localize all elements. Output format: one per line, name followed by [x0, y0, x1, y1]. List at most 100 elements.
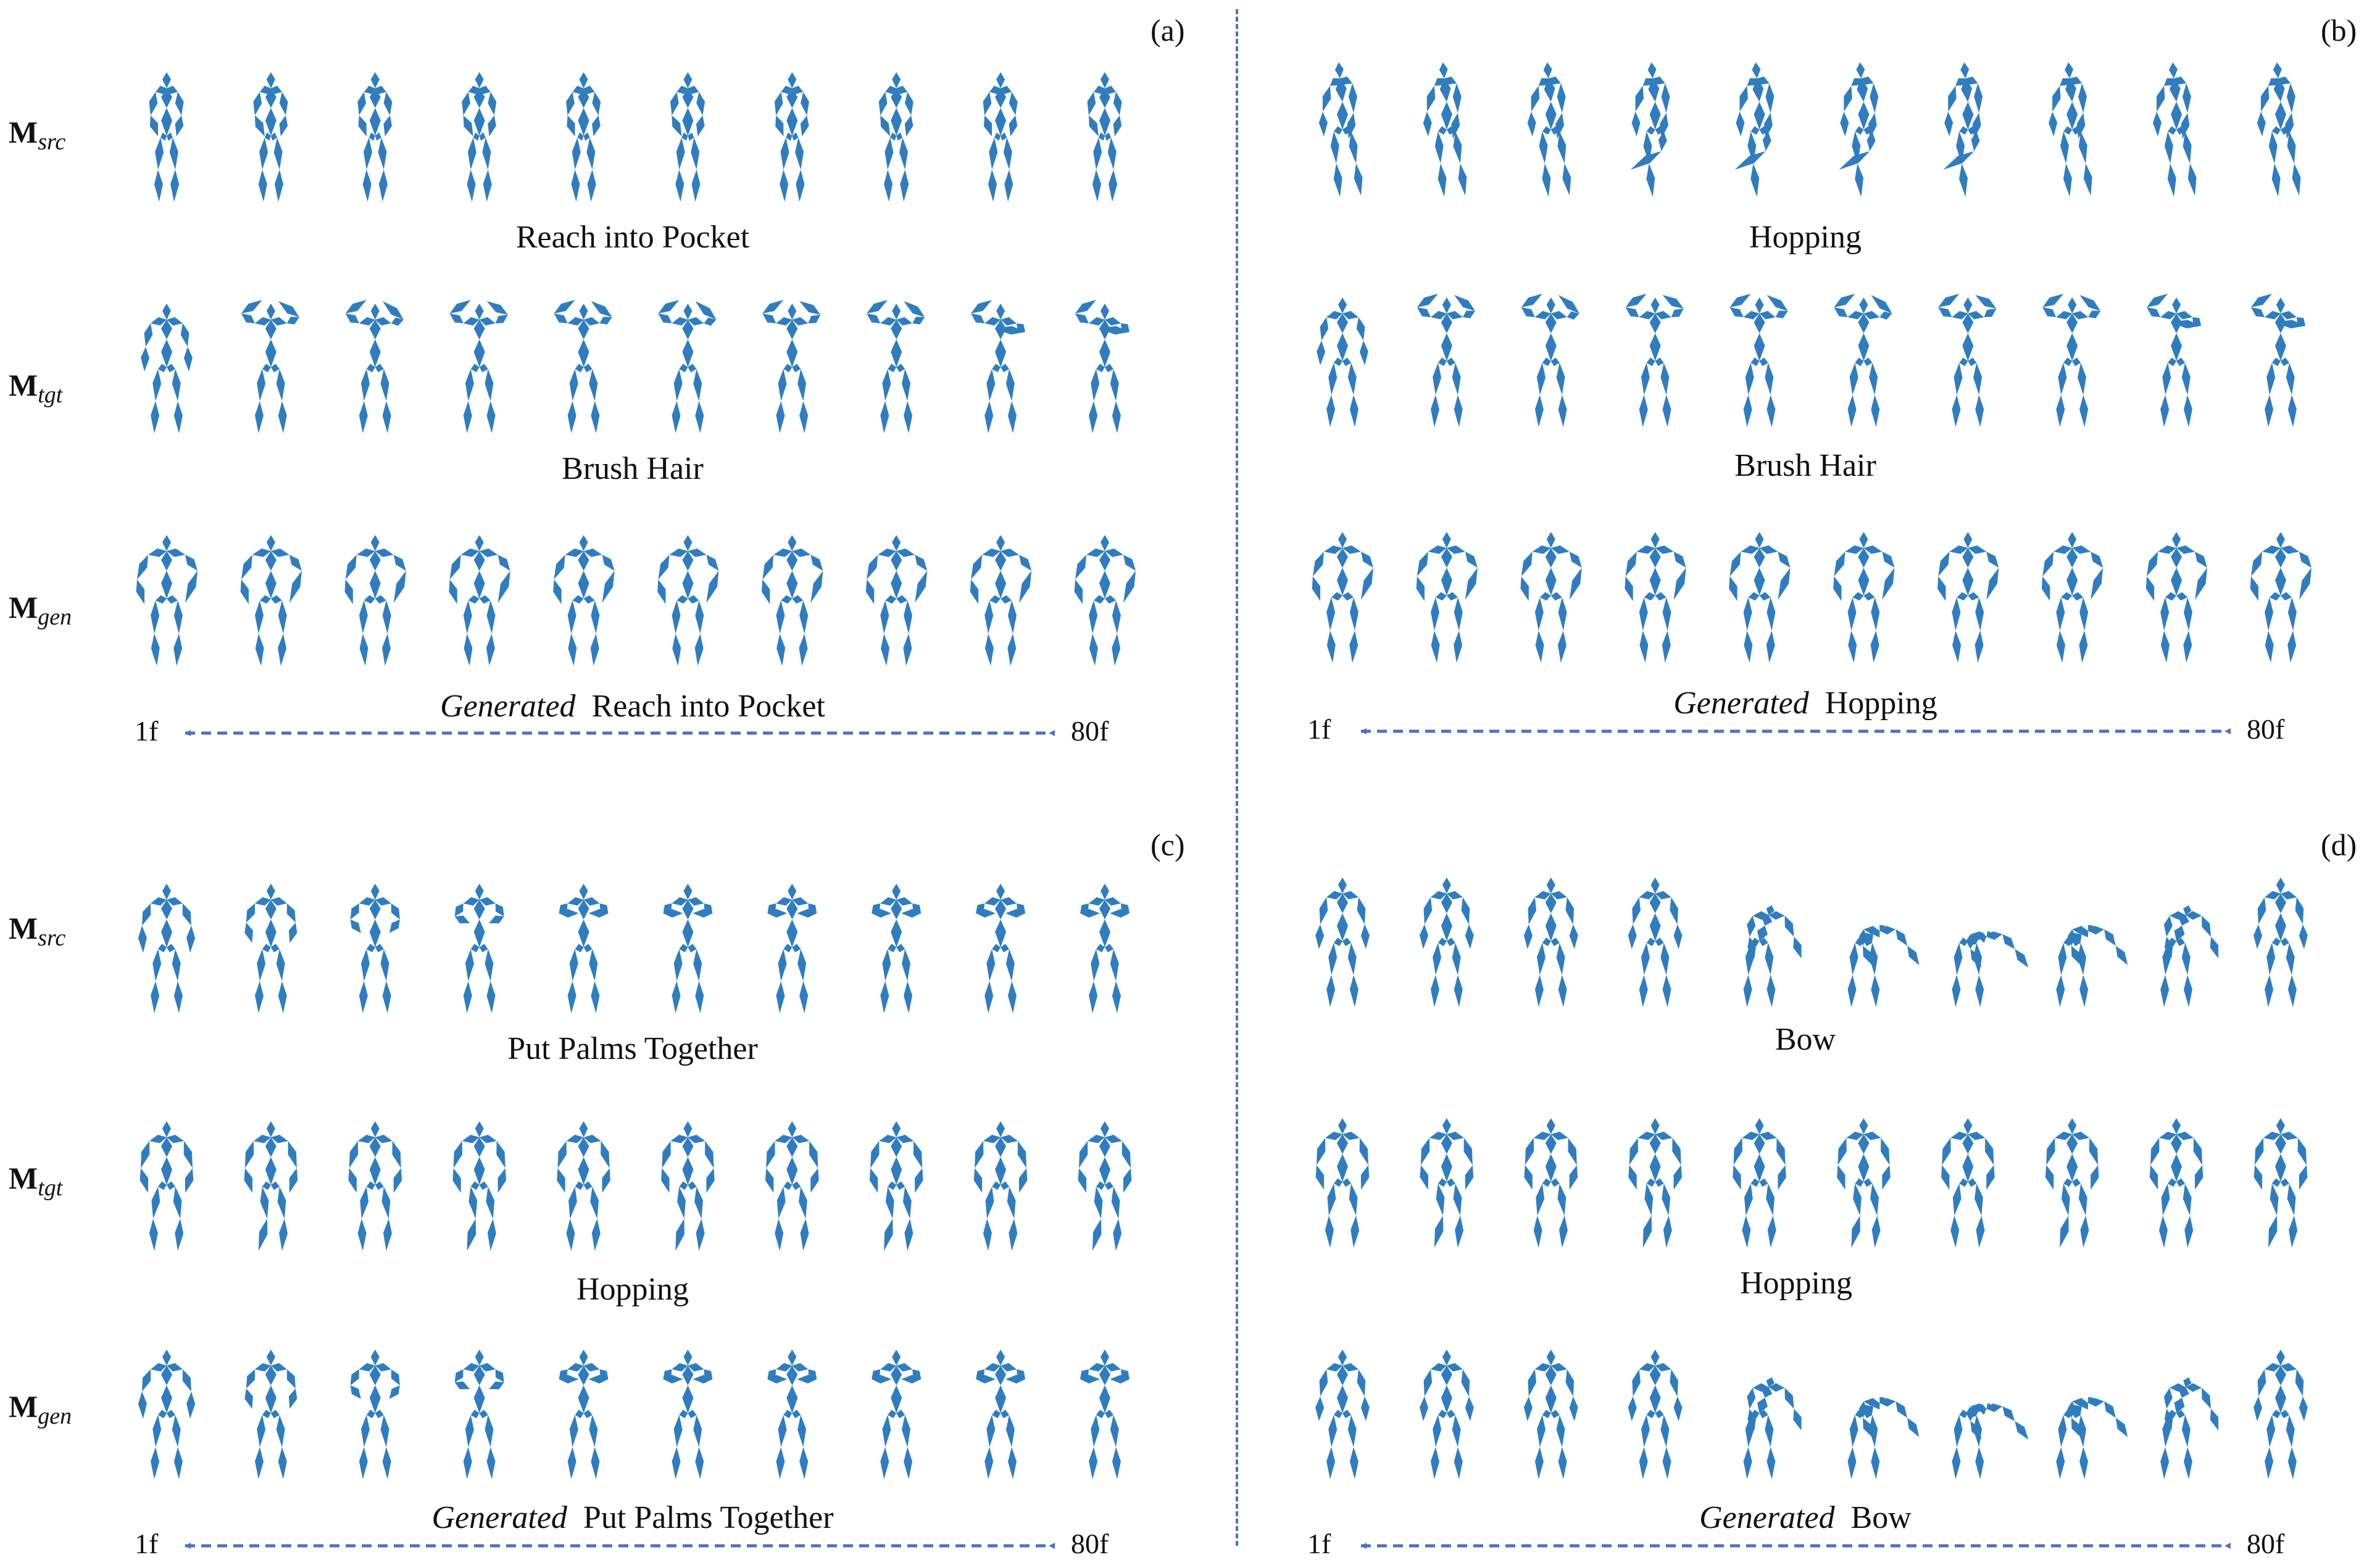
- skeleton-d-src-frame-7: [1952, 931, 2029, 1007]
- skeleton-a-src-frame-1: [149, 72, 184, 202]
- skeleton-b-gen-frame-4: [1625, 532, 1686, 663]
- caption-gen-c: Generated Put Palms Together: [431, 1500, 834, 1535]
- end-frame-a: 80f: [1071, 715, 1109, 747]
- skeleton-b-gen-frame-3: [1520, 532, 1582, 663]
- skeleton-c-gen-frame-7: [767, 1350, 817, 1479]
- skeleton-c-tgt-frame-2: [244, 1121, 298, 1251]
- skeleton-c-gen-frame-2: [244, 1350, 298, 1479]
- caption-tgt-c: Hopping: [576, 1272, 689, 1307]
- skeleton-b-tgt-frame-5: [1729, 294, 1788, 427]
- skeleton-b-tgt-frame-7: [1938, 294, 1997, 427]
- panel-tag-a: (a): [1150, 13, 1185, 48]
- skeleton-d-tgt-frame-4: [1628, 1118, 1682, 1248]
- skeleton-b-tgt-frame-8: [2042, 294, 2101, 427]
- skeleton-c-tgt-frame-1: [139, 1121, 194, 1251]
- skeleton-d-gen-frame-6: [1847, 1396, 1920, 1479]
- skeleton-a-tgt-frame-6: [658, 300, 717, 433]
- caption-src-a: Reach into Pocket: [515, 220, 750, 255]
- skeleton-a-gen-frame-4: [449, 535, 510, 666]
- row-label-src-c: Msrc: [9, 911, 66, 951]
- skeleton-c-gen-frame-9: [976, 1350, 1026, 1479]
- skeleton-a-tgt-frame-3: [345, 300, 404, 433]
- row-label-gen-a: Mgen: [9, 590, 72, 630]
- skeleton-b-src-frame-4: [1630, 62, 1670, 197]
- skeleton-c-src-frame-9: [976, 884, 1026, 1013]
- skeleton-d-gen-frame-1: [1315, 1350, 1370, 1479]
- skeleton-a-tgt-frame-8: [867, 300, 925, 433]
- skeleton-c-tgt-frame-7: [765, 1121, 819, 1251]
- skeleton-c-src-frame-3: [350, 884, 400, 1013]
- skeleton-b-src-frame-2: [1423, 62, 1467, 197]
- skeleton-b-src-frame-9: [2153, 62, 2197, 197]
- skeleton-a-src-frame-5: [566, 72, 601, 202]
- skeleton-a-tgt-frame-5: [554, 300, 612, 433]
- skeleton-a-gen-frame-1: [136, 535, 198, 666]
- skeleton-c-tgt-frame-4: [452, 1121, 506, 1251]
- caption-gen-b: Generated Hopping: [1673, 686, 1937, 721]
- skeleton-d-src-frame-10: [2253, 877, 2308, 1007]
- skeleton-d-src-frame-1: [1315, 877, 1370, 1007]
- skeleton-b-gen-frame-6: [1833, 532, 1895, 663]
- skeleton-d-gen-frame-3: [1523, 1350, 1578, 1479]
- skeleton-d-tgt-frame-3: [1524, 1118, 1578, 1248]
- skeleton-c-gen-frame-5: [559, 1350, 609, 1479]
- skeleton-c-src-frame-8: [872, 884, 922, 1013]
- skeleton-a-gen-frame-5: [553, 535, 615, 666]
- skeleton-d-gen-frame-2: [1419, 1350, 1474, 1479]
- skeleton-c-src-frame-7: [767, 884, 817, 1013]
- skeleton-a-src-frame-7: [774, 72, 809, 202]
- caption-src-b: Hopping: [1749, 220, 1862, 255]
- skeleton-b-src-frame-6: [1839, 62, 1879, 197]
- skeleton-a-gen-frame-3: [344, 535, 406, 666]
- skeleton-c-tgt-frame-8: [869, 1121, 923, 1251]
- skeleton-d-gen-frame-4: [1628, 1350, 1683, 1479]
- skeleton-b-gen-frame-8: [2041, 532, 2103, 663]
- skeleton-c-gen-frame-6: [663, 1350, 713, 1479]
- skeleton-d-src-frame-3: [1523, 877, 1578, 1007]
- skeleton-d-tgt-frame-2: [1420, 1118, 1474, 1248]
- skeleton-c-tgt-frame-10: [1078, 1121, 1132, 1251]
- skeleton-d-gen-frame-5: [1743, 1377, 1802, 1479]
- caption-gen-d: Generated Bow: [1699, 1500, 1912, 1535]
- skeleton-d-tgt-frame-1: [1315, 1118, 1370, 1248]
- start-frame-a: 1f: [135, 715, 159, 747]
- row-label-tgt-c: Mtgt: [9, 1161, 63, 1201]
- skeleton-a-tgt-frame-10: [1075, 300, 1130, 433]
- row-label-gen-c: Mgen: [9, 1389, 72, 1429]
- skeleton-b-gen-frame-2: [1416, 532, 1478, 663]
- row-label-tgt-a: Mtgt: [9, 368, 63, 408]
- caption-src-d: Bow: [1775, 1022, 1836, 1057]
- skeleton-b-tgt-frame-6: [1834, 294, 1892, 427]
- panel-tag-d: (d): [2321, 828, 2357, 862]
- skeleton-b-src-frame-5: [1734, 62, 1775, 197]
- skeleton-b-tgt-frame-9: [2147, 294, 2202, 427]
- skeleton-c-gen-frame-8: [872, 1350, 922, 1479]
- skeleton-a-src-frame-4: [462, 72, 497, 202]
- skeleton-d-src-frame-6: [1847, 924, 1920, 1007]
- skeleton-a-src-frame-2: [253, 72, 288, 202]
- skeleton-b-gen-frame-10: [2250, 532, 2311, 663]
- skeleton-b-src-frame-10: [2257, 62, 2301, 197]
- skeleton-d-src-frame-9: [2160, 905, 2219, 1007]
- skeleton-a-src-frame-10: [1087, 72, 1122, 202]
- skeleton-d-tgt-frame-8: [2045, 1118, 2099, 1248]
- skeleton-d-tgt-frame-6: [1837, 1118, 1891, 1248]
- skeleton-c-gen-frame-4: [454, 1350, 504, 1479]
- skeleton-b-tgt-frame-1: [1317, 297, 1368, 427]
- skeleton-b-gen-frame-5: [1729, 532, 1791, 663]
- skeleton-a-tgt-frame-9: [971, 300, 1026, 433]
- skeleton-c-src-frame-10: [1080, 884, 1130, 1013]
- skeleton-d-gen-frame-10: [2253, 1350, 2308, 1479]
- skeleton-c-tgt-frame-5: [557, 1121, 610, 1251]
- skeleton-c-tgt-frame-3: [348, 1121, 402, 1251]
- skeleton-a-gen-frame-8: [865, 535, 928, 666]
- skeleton-c-src-frame-4: [454, 884, 504, 1013]
- caption-gen-a: Generated Reach into Pocket: [440, 689, 825, 724]
- row-label-src-a: Msrc: [9, 115, 66, 155]
- skeleton-a-src-frame-8: [878, 72, 913, 202]
- skeleton-a-gen-frame-10: [1074, 535, 1136, 666]
- skeleton-d-tgt-frame-5: [1733, 1118, 1786, 1248]
- skeleton-c-tgt-frame-6: [661, 1121, 715, 1251]
- skeleton-d-tgt-frame-9: [2149, 1118, 2203, 1248]
- skeleton-b-gen-frame-7: [1937, 532, 1999, 663]
